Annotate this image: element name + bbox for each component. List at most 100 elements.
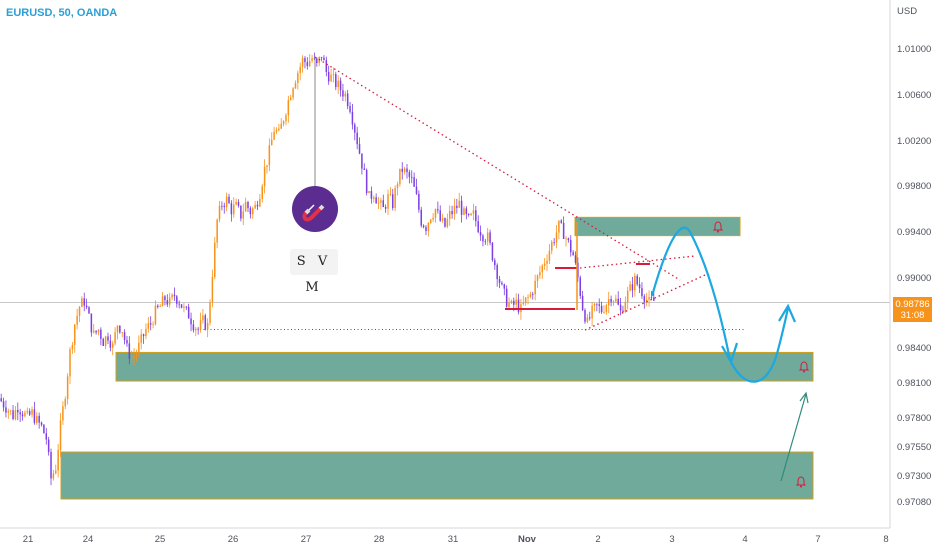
candle-body [268,145,271,166]
candle-body [475,210,477,222]
candle-body [536,275,539,281]
price-tick-label: 0.98100 [897,378,931,389]
candle-body [278,128,280,131]
candle-body [57,450,59,471]
alert-bell-icon[interactable] [798,361,810,373]
demand-zone[interactable] [574,216,741,237]
candle-body [356,132,358,145]
price-axis[interactable]: 1.01000 1.00600 1.00200 0.99800 0.99400 0.990… [897,44,931,508]
candle-body [202,315,204,321]
candle-body [128,343,131,359]
candle-body [403,168,406,172]
candle-body [451,211,453,215]
candle-body [292,88,294,98]
candle-body [289,97,292,101]
candle-body [19,412,21,415]
candle-body [12,410,14,420]
candle-body [344,93,347,97]
candle-body [17,409,19,413]
small-teal-arrow-head [799,391,809,404]
candle-body [64,399,67,407]
candle-body [653,297,655,301]
candle-body [109,340,112,348]
candle-body [532,294,534,296]
candle-body [603,312,605,313]
date-tick-label: 7 [815,534,820,545]
price-tick-label: 1.00200 [897,136,931,147]
candle-body [254,204,256,209]
candle-body [491,242,494,261]
candle-body [622,310,624,312]
date-tick-label: 2 [595,534,600,545]
candle-body [308,60,311,67]
candle-body [47,439,50,453]
candle-body [199,320,202,330]
demand-zone[interactable] [115,351,814,382]
candle-body [173,294,176,297]
candle-body [152,324,154,326]
candle-body [316,58,318,64]
alert-bell-icon[interactable] [795,476,807,488]
candle-body [204,315,207,330]
candle-body [40,422,43,425]
candle-body [522,303,525,305]
candle-body [332,74,335,75]
candle-body [337,80,339,88]
candle-body [394,188,396,209]
candle-body [154,305,157,325]
candle-body [551,241,553,251]
candle-body [0,398,2,402]
candle-body [266,165,268,167]
candle-body [588,317,591,319]
candle-body [375,197,377,204]
candle-body [73,324,76,345]
candle-body [230,203,233,215]
candle-body [418,193,420,210]
date-tick-label: 21 [23,534,34,545]
candles-layer [0,52,655,486]
alert-bell-icon[interactable] [712,221,724,233]
symbol-title[interactable]: EURUSD, 50, OANDA [6,7,118,19]
candle-body [100,329,102,339]
candle-body [432,217,434,220]
candle-body [508,302,510,307]
candle-body [282,121,285,124]
price-tick-label: 0.97550 [897,442,931,453]
candle-body [83,298,86,306]
candle-body [496,265,498,280]
projection-arrow-path-2 [730,307,790,383]
candle-body [577,262,579,278]
candle-body [615,298,617,302]
price-tick-label: 0.99000 [897,273,931,284]
candle-body [214,242,216,277]
candle-body [313,58,316,60]
candle-body [81,298,83,308]
candle-body [453,205,456,215]
candle-body [223,205,226,208]
candle-body [45,433,48,440]
triangle-upper-line [579,255,696,269]
candle-body [565,238,567,240]
date-tick-label: 28 [374,534,385,545]
date-tick-label: 8 [883,534,888,545]
candle-body [7,410,10,413]
demand-zone[interactable] [60,451,814,500]
candle-body [422,225,425,228]
candle-body [43,424,45,434]
candle-body [176,296,178,304]
candle-body [197,328,199,330]
candle-body [610,298,612,302]
zones-layer [60,216,814,500]
candle-body [38,415,40,423]
date-tick-label: 26 [228,534,239,545]
candle-body [629,284,631,291]
candle-body [242,211,245,219]
candle-body [135,353,138,356]
candle-body [482,235,484,242]
candle-body [190,318,192,325]
candle-body [323,57,325,61]
time-axis[interactable]: 21 24 25 26 27 28 31 Nov 2 3 4 7 8 [23,534,889,545]
candle-body [116,325,119,333]
candle-body [562,222,565,239]
